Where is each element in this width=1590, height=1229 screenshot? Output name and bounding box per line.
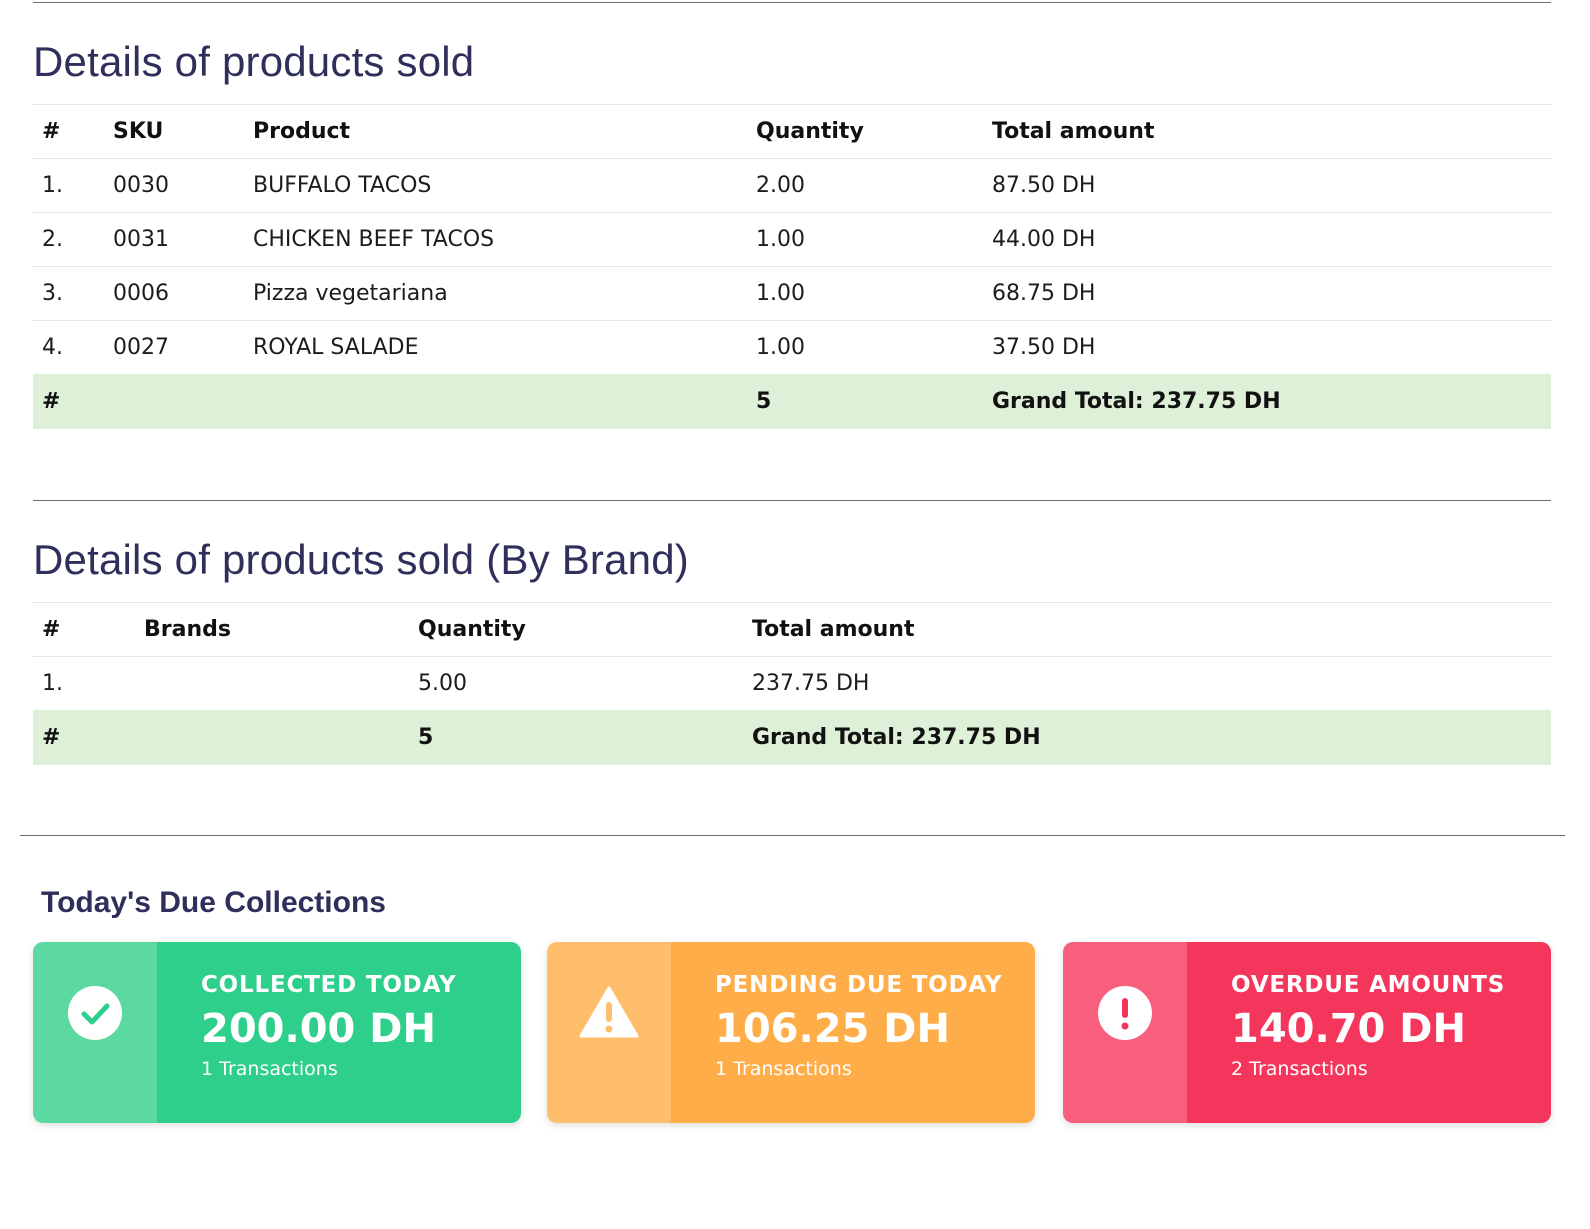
grand-total: Grand Total: 237.75 DH — [743, 710, 1551, 765]
card-body: OVERDUE AMOUNTS 140.70 DH 2 Transactions — [1187, 942, 1551, 1123]
total-quantity: 5 — [747, 374, 983, 429]
row-sku: 0006 — [104, 266, 244, 321]
products-section-title: Details of products sold — [33, 38, 475, 85]
warning-triangle-icon — [579, 986, 639, 1043]
brand-table: # Brands Quantity Total amount 1. 5.00 2… — [33, 602, 1551, 765]
card-label: COLLECTED TODAY — [201, 972, 457, 998]
table-total-row: # 5 Grand Total: 237.75 DH — [33, 710, 1551, 765]
table-header-row: # Brands Quantity Total amount — [33, 602, 1551, 657]
row-quantity: 1.00 — [747, 266, 983, 321]
row-quantity: 1.00 — [747, 320, 983, 375]
row-index: 3. — [33, 266, 104, 321]
row-index: 2. — [33, 212, 104, 267]
card-amount: 140.70 DH — [1231, 1006, 1466, 1052]
col-header-sku[interactable]: SKU — [104, 104, 244, 159]
total-row-index: # — [33, 710, 135, 765]
check-circle-icon — [68, 986, 122, 1045]
row-index: 1. — [33, 656, 135, 711]
total-quantity: 5 — [409, 710, 743, 765]
brand-section-title: Details of products sold (By Brand) — [33, 536, 689, 583]
exclamation-circle-icon — [1098, 986, 1152, 1045]
table-row: 1. 0030 BUFFALO TACOS 2.00 87.50 DH — [33, 158, 1551, 213]
row-product: ROYAL SALADE — [244, 320, 747, 375]
row-total: 237.75 DH — [743, 656, 1551, 711]
card-label: PENDING DUE TODAY — [715, 972, 1003, 998]
card-transactions: 1 Transactions — [201, 1058, 338, 1080]
grand-total: Grand Total: 237.75 DH — [983, 374, 1551, 429]
card-label: OVERDUE AMOUNTS — [1231, 972, 1506, 998]
empty-cell — [135, 710, 409, 765]
row-total: 68.75 DH — [983, 266, 1551, 321]
empty-cell — [244, 374, 747, 429]
row-sku: 0027 — [104, 320, 244, 375]
row-total: 44.00 DH — [983, 212, 1551, 267]
row-index: 1. — [33, 158, 104, 213]
card-transactions: 1 Transactions — [715, 1058, 852, 1080]
card-icon-panel — [33, 942, 157, 1123]
col-header-brands[interactable]: Brands — [135, 602, 409, 657]
section-divider — [33, 500, 1551, 501]
row-sku: 0031 — [104, 212, 244, 267]
table-row: 4. 0027 ROYAL SALADE 1.00 37.50 DH — [33, 320, 1551, 375]
row-index: 4. — [33, 320, 104, 375]
row-product: BUFFALO TACOS — [244, 158, 747, 213]
overdue-amounts-card[interactable]: OVERDUE AMOUNTS 140.70 DH 2 Transactions — [1063, 942, 1551, 1123]
col-header-product[interactable]: Product — [244, 104, 747, 159]
col-header-quantity[interactable]: Quantity — [747, 104, 983, 159]
row-brand — [135, 656, 409, 711]
row-quantity: 1.00 — [747, 212, 983, 267]
row-quantity: 5.00 — [409, 656, 743, 711]
top-divider — [33, 2, 1551, 3]
table-row: 2. 0031 CHICKEN BEEF TACOS 1.00 44.00 DH — [33, 212, 1551, 267]
card-icon-panel — [1063, 942, 1187, 1123]
card-body: COLLECTED TODAY 200.00 DH 1 Transactions — [157, 942, 521, 1123]
card-amount: 106.25 DH — [715, 1006, 950, 1052]
col-header-quantity[interactable]: Quantity — [409, 602, 743, 657]
table-row: 1. 5.00 237.75 DH — [33, 656, 1551, 711]
row-sku: 0030 — [104, 158, 244, 213]
row-product: CHICKEN BEEF TACOS — [244, 212, 747, 267]
card-amount: 200.00 DH — [201, 1006, 436, 1052]
card-body: PENDING DUE TODAY 106.25 DH 1 Transactio… — [671, 942, 1035, 1123]
col-header-index[interactable]: # — [33, 602, 135, 657]
col-header-index[interactable]: # — [33, 104, 104, 159]
row-quantity: 2.00 — [747, 158, 983, 213]
row-total: 37.50 DH — [983, 320, 1551, 375]
pending-due-today-card[interactable]: PENDING DUE TODAY 106.25 DH 1 Transactio… — [547, 942, 1035, 1123]
collected-today-card[interactable]: COLLECTED TODAY 200.00 DH 1 Transactions — [33, 942, 521, 1123]
total-row-index: # — [33, 374, 104, 429]
col-header-total-amount[interactable]: Total amount — [983, 104, 1551, 159]
table-row: 3. 0006 Pizza vegetariana 1.00 68.75 DH — [33, 266, 1551, 321]
card-icon-panel — [547, 942, 671, 1123]
section-divider — [20, 835, 1565, 836]
col-header-total-amount[interactable]: Total amount — [743, 602, 1551, 657]
card-transactions: 2 Transactions — [1231, 1058, 1368, 1080]
row-product: Pizza vegetariana — [244, 266, 747, 321]
due-collections-title: Today's Due Collections — [41, 886, 386, 919]
table-header-row: # SKU Product Quantity Total amount — [33, 104, 1551, 159]
row-total: 87.50 DH — [983, 158, 1551, 213]
empty-cell — [104, 374, 244, 429]
table-total-row: # 5 Grand Total: 237.75 DH — [33, 374, 1551, 429]
products-table: # SKU Product Quantity Total amount 1. 0… — [33, 104, 1551, 429]
